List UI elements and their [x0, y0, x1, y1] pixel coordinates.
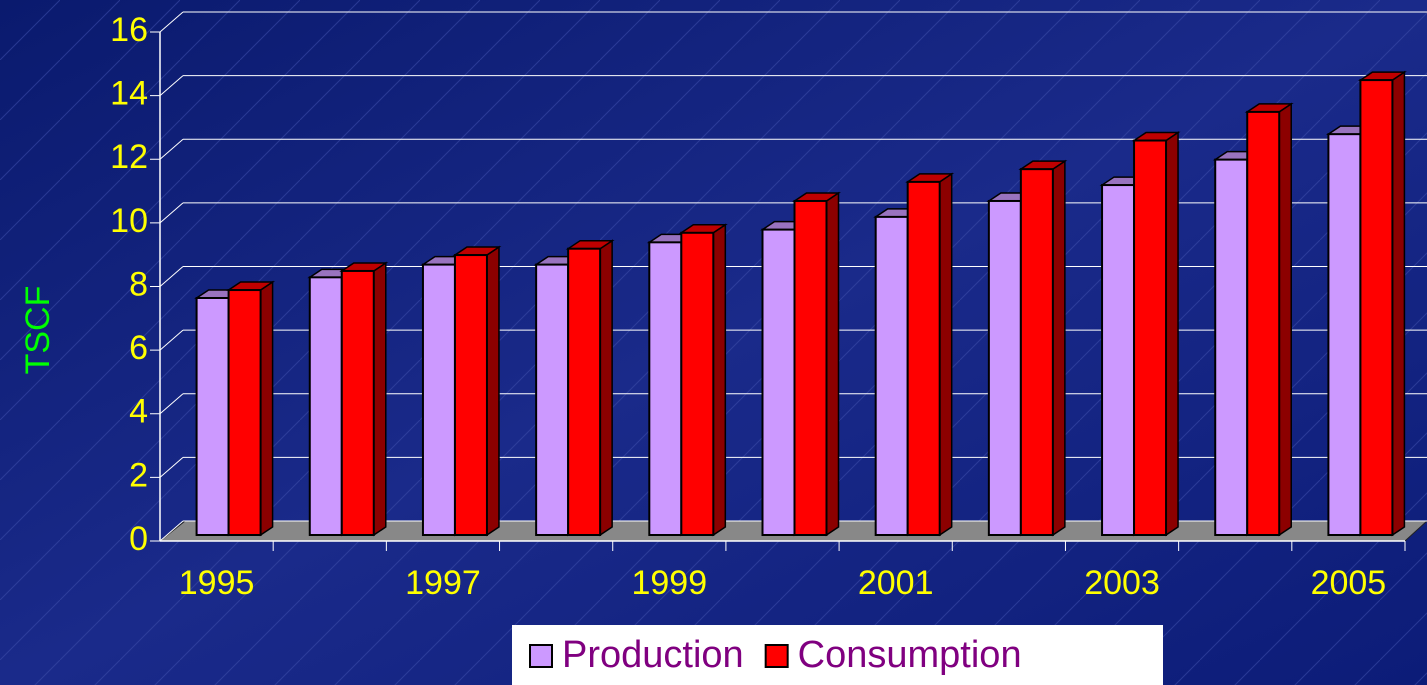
bar-side: [1391, 70, 1406, 537]
bar-side: [259, 280, 274, 537]
bar: [308, 276, 343, 536]
x-tick-label: 2001: [858, 564, 934, 602]
bar-side: [373, 261, 387, 537]
bar-side: [825, 191, 840, 537]
bar: [680, 231, 715, 536]
legend-swatch: [764, 644, 789, 668]
bar: [421, 263, 456, 536]
bar: [535, 263, 570, 536]
bar: [1101, 184, 1136, 536]
x-tick-label: 2005: [1311, 564, 1387, 602]
bar-side: [712, 223, 727, 537]
grid-diag: [159, 456, 184, 478]
bar-side: [1278, 102, 1292, 537]
x-tick-label: 1995: [179, 564, 255, 602]
grid-diag: [159, 329, 184, 351]
grid-diag: [159, 202, 184, 224]
y-tick-label: 8: [129, 265, 148, 303]
bar: [227, 289, 262, 537]
bar: [453, 254, 488, 537]
bar: [793, 199, 828, 536]
y-tick-label: 10: [110, 202, 148, 240]
bar-side: [486, 245, 500, 537]
bar: [567, 247, 602, 536]
bar-side: [1165, 131, 1179, 537]
bar: [1133, 139, 1168, 536]
bar-side: [1052, 159, 1066, 537]
bar-side: [938, 172, 953, 537]
grid-diag: [159, 138, 184, 160]
bar: [1019, 168, 1054, 536]
bar: [195, 296, 230, 537]
grid-diag: [159, 11, 184, 33]
bar: [1359, 79, 1394, 537]
grid-diag: [159, 393, 184, 415]
y-tick-label: 16: [110, 11, 148, 49]
bar: [1246, 110, 1281, 537]
grid-diag: [159, 520, 184, 542]
grid-diag: [159, 75, 184, 97]
bar: [1327, 133, 1362, 536]
bar: [987, 199, 1022, 536]
y-tick-label: 4: [129, 393, 148, 431]
bar: [761, 228, 796, 536]
bar: [340, 269, 375, 536]
y-axis-label: TSCF: [19, 286, 57, 375]
x-tick-label: 1999: [631, 564, 707, 602]
legend-label: Consumption: [798, 634, 1022, 676]
x-tick-label: 2003: [1084, 564, 1160, 602]
bar-side: [599, 239, 613, 537]
legend-label: Production: [562, 634, 744, 676]
y-tick-label: 6: [129, 329, 148, 367]
bar: [874, 215, 909, 536]
legend: [512, 625, 1163, 685]
grid-diag: [159, 266, 184, 287]
bar: [1214, 158, 1249, 537]
y-tick-label: 0: [129, 520, 148, 558]
y-tick-label: 2: [129, 456, 148, 494]
bar: [906, 180, 941, 536]
y-tick-label: 14: [110, 75, 148, 113]
x-tick-label: 1997: [405, 564, 481, 602]
legend-swatch: [529, 644, 553, 668]
bar: [648, 241, 683, 536]
y-tick-label: 12: [110, 138, 148, 176]
